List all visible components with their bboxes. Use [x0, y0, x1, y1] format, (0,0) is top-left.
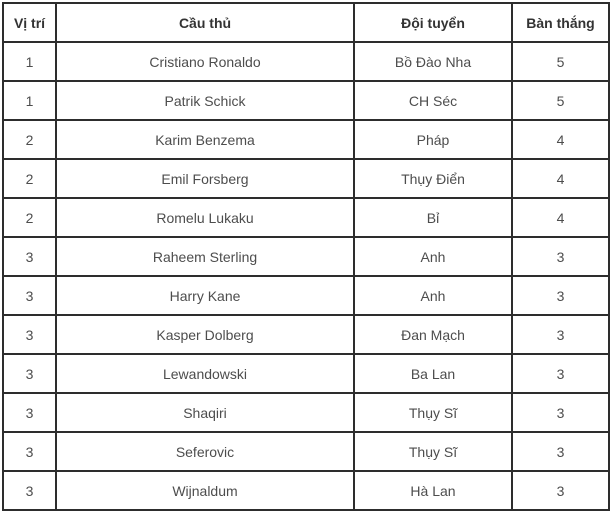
table-row: 3 Seferovic Thụy Sĩ 3 — [2, 431, 610, 472]
cell-goals: 5 — [511, 80, 610, 121]
cell-goals: 5 — [511, 41, 610, 82]
cell-position: 3 — [2, 392, 57, 433]
cell-position: 3 — [2, 353, 57, 394]
cell-position: 3 — [2, 275, 57, 316]
table-row: 1 Patrik Schick CH Séc 5 — [2, 80, 610, 121]
table-row: 2 Emil Forsberg Thụy Điển 4 — [2, 158, 610, 199]
cell-position: 2 — [2, 197, 57, 238]
table-row: 1 Cristiano Ronaldo Bồ Đào Nha 5 — [2, 41, 610, 82]
column-header-position: Vị trí — [2, 2, 57, 43]
cell-position: 3 — [2, 236, 57, 277]
table-row: 3 Wijnaldum Hà Lan 3 — [2, 470, 610, 511]
cell-team: Thụy Điển — [353, 158, 513, 199]
cell-goals: 4 — [511, 197, 610, 238]
table-row: 3 Kasper Dolberg Đan Mạch 3 — [2, 314, 610, 355]
cell-goals: 3 — [511, 314, 610, 355]
cell-position: 3 — [2, 431, 57, 472]
cell-goals: 3 — [511, 470, 610, 511]
cell-position: 3 — [2, 470, 57, 511]
cell-player: Patrik Schick — [55, 80, 355, 121]
cell-team: CH Séc — [353, 80, 513, 121]
column-header-goals: Bàn thắng — [511, 2, 610, 43]
cell-team: Thụy Sĩ — [353, 431, 513, 472]
table-row: 3 Lewandowski Ba Lan 3 — [2, 353, 610, 394]
cell-player: Romelu Lukaku — [55, 197, 355, 238]
column-header-team: Đội tuyển — [353, 2, 513, 43]
cell-player: Shaqiri — [55, 392, 355, 433]
cell-team: Đan Mạch — [353, 314, 513, 355]
cell-position: 3 — [2, 314, 57, 355]
cell-team: Pháp — [353, 119, 513, 160]
cell-player: Wijnaldum — [55, 470, 355, 511]
cell-player: Harry Kane — [55, 275, 355, 316]
cell-goals: 3 — [511, 275, 610, 316]
cell-team: Anh — [353, 275, 513, 316]
cell-team: Thụy Sĩ — [353, 392, 513, 433]
cell-player: Kasper Dolberg — [55, 314, 355, 355]
cell-player: Seferovic — [55, 431, 355, 472]
table-row: 3 Raheem Sterling Anh 3 — [2, 236, 610, 277]
cell-goals: 3 — [511, 353, 610, 394]
table-row: 2 Karim Benzema Pháp 4 — [2, 119, 610, 160]
cell-player: Emil Forsberg — [55, 158, 355, 199]
cell-team: Hà Lan — [353, 470, 513, 511]
cell-position: 2 — [2, 158, 57, 199]
table-row: 3 Shaqiri Thụy Sĩ 3 — [2, 392, 610, 433]
column-header-player: Cầu thủ — [55, 2, 355, 43]
cell-team: Anh — [353, 236, 513, 277]
table-row: 3 Harry Kane Anh 3 — [2, 275, 610, 316]
cell-goals: 4 — [511, 158, 610, 199]
cell-goals: 4 — [511, 119, 610, 160]
top-scorers-table: Vị trí Cầu thủ Đội tuyển Bàn thắng 1 Cri… — [2, 2, 610, 511]
table-row: 2 Romelu Lukaku Bỉ 4 — [2, 197, 610, 238]
cell-goals: 3 — [511, 236, 610, 277]
header-row: Vị trí Cầu thủ Đội tuyển Bàn thắng — [2, 2, 610, 43]
cell-team: Ba Lan — [353, 353, 513, 394]
cell-goals: 3 — [511, 392, 610, 433]
cell-position: 1 — [2, 80, 57, 121]
cell-position: 2 — [2, 119, 57, 160]
cell-goals: 3 — [511, 431, 610, 472]
cell-player: Karim Benzema — [55, 119, 355, 160]
cell-player: Cristiano Ronaldo — [55, 41, 355, 82]
cell-team: Bỉ — [353, 197, 513, 238]
cell-team: Bồ Đào Nha — [353, 41, 513, 82]
cell-player: Lewandowski — [55, 353, 355, 394]
cell-player: Raheem Sterling — [55, 236, 355, 277]
cell-position: 1 — [2, 41, 57, 82]
